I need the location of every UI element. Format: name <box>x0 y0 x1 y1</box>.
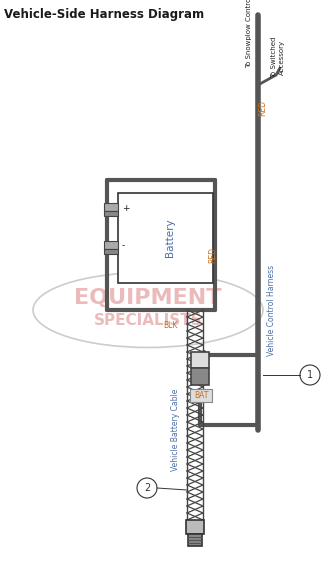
Text: Battery: Battery <box>166 218 175 257</box>
Text: BAT: BAT <box>194 391 208 400</box>
Text: -: - <box>122 241 125 250</box>
Bar <box>191 352 209 368</box>
Text: Vehicle Control Harness: Vehicle Control Harness <box>267 265 277 356</box>
Text: RED: RED <box>258 100 267 116</box>
Text: RED: RED <box>209 247 217 263</box>
Text: To Snowplow Control: To Snowplow Control <box>246 0 252 68</box>
Bar <box>118 193 213 283</box>
Bar <box>104 241 118 249</box>
Text: SPECIALISTS: SPECIALISTS <box>94 312 202 328</box>
Text: 2: 2 <box>144 483 150 493</box>
Bar <box>191 368 209 385</box>
Text: To Switched
Accessory: To Switched Accessory <box>271 36 285 78</box>
Text: +: + <box>122 204 129 212</box>
Bar <box>104 249 118 254</box>
Text: EQUIPMENT: EQUIPMENT <box>74 288 222 308</box>
Text: Vehicle Battery Cable: Vehicle Battery Cable <box>171 389 180 471</box>
Bar <box>190 389 212 402</box>
Bar <box>188 534 202 546</box>
Bar <box>104 211 118 216</box>
Bar <box>104 203 118 211</box>
Text: Vehicle-Side Harness Diagram: Vehicle-Side Harness Diagram <box>4 8 204 21</box>
Bar <box>186 520 204 534</box>
Text: BLK: BLK <box>163 320 177 329</box>
Text: 1: 1 <box>307 370 313 380</box>
